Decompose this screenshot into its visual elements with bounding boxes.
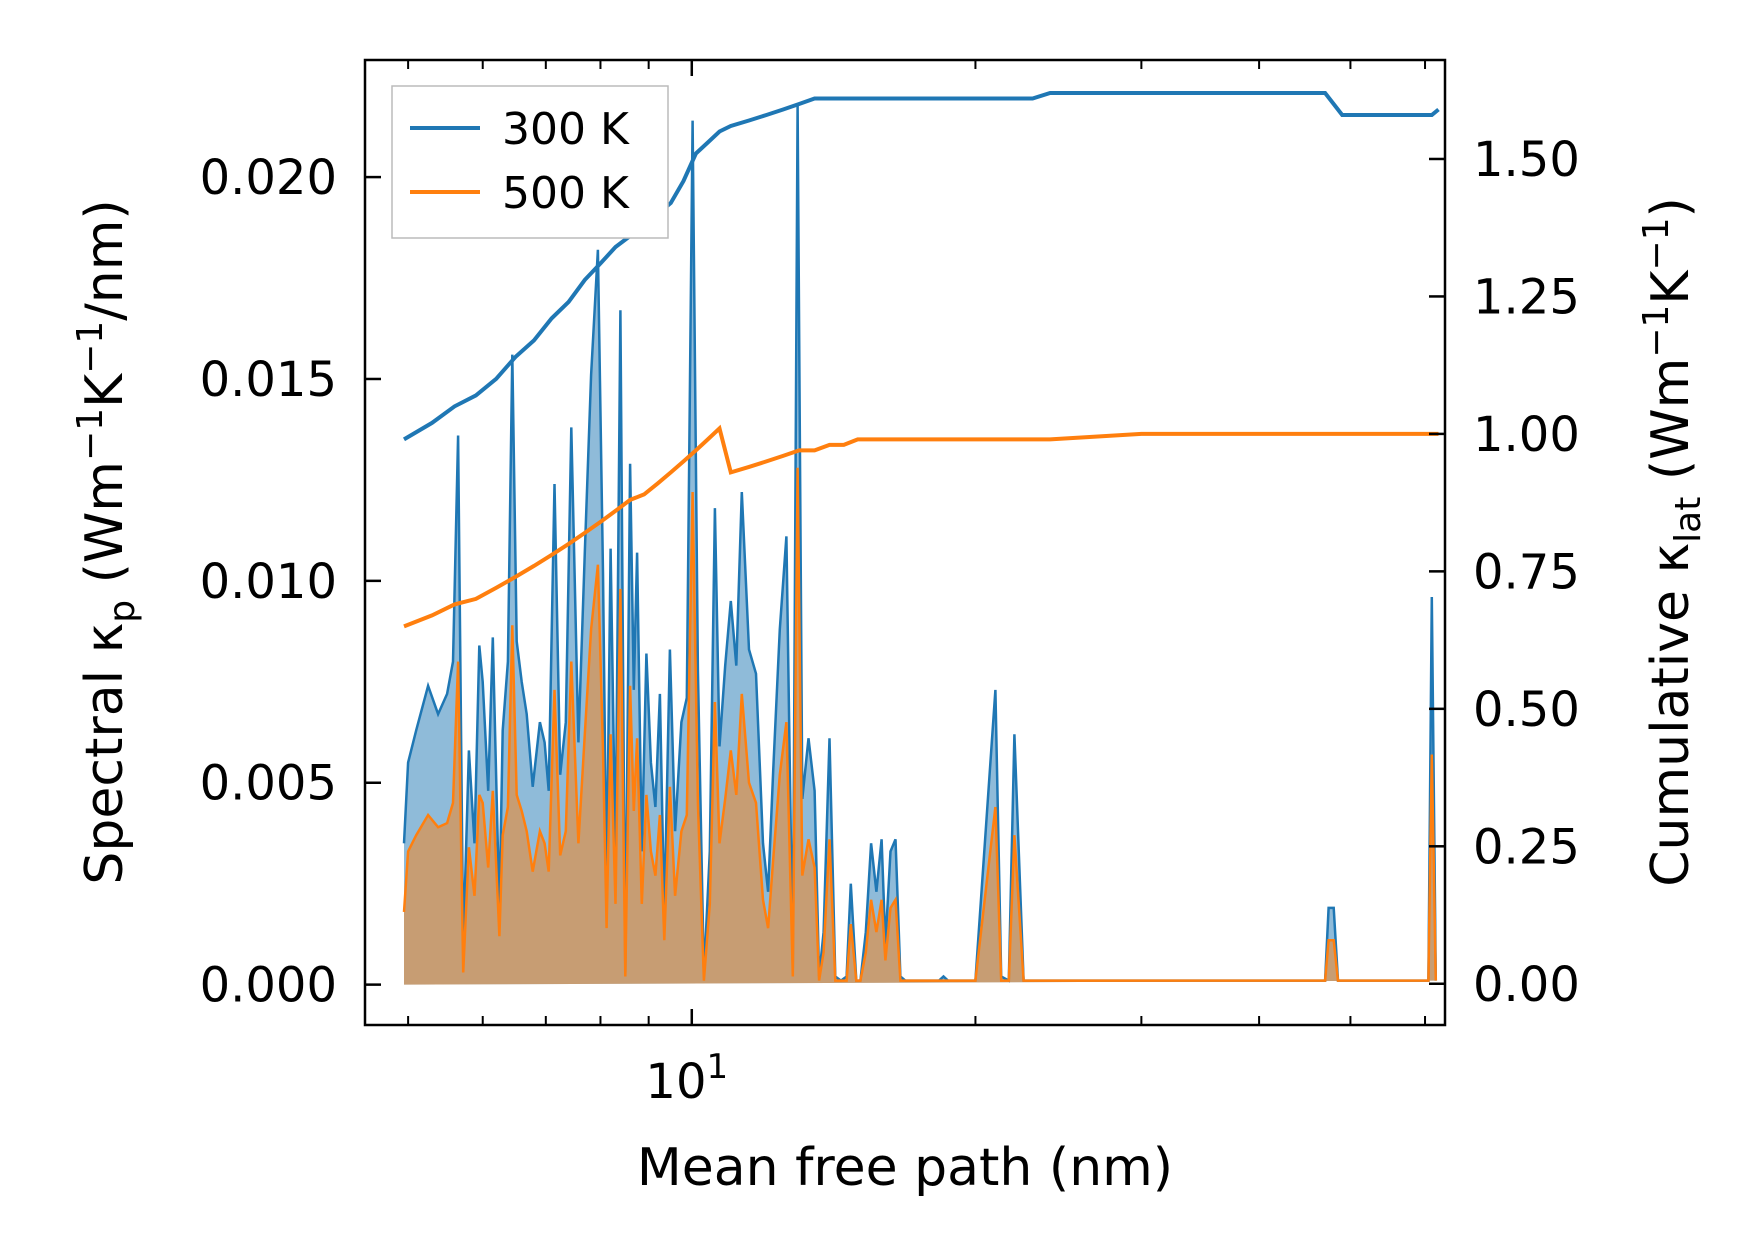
left-label-pre: Spectral κ (75, 623, 135, 885)
cumulative-300k-line (402, 91, 1440, 442)
left-label-sub: p (102, 600, 143, 623)
left-tick-label: 0.010 (200, 554, 337, 610)
axis-ticks: 0.000 0.005 0.010 0.015 0.020 0.00 0.25 0.50 0.7… (200, 60, 1580, 1110)
left-label-mid: (Wm (75, 461, 135, 600)
right-label-k: K (1641, 269, 1701, 305)
left-label-post: /nm) (75, 199, 135, 320)
right-tick-label: 0.75 (1473, 544, 1580, 600)
legend: 300 K 500 K (391, 85, 669, 239)
left-label-sup1: −1 (70, 408, 111, 461)
left-label-sup2: −1 (70, 321, 111, 374)
x-axis-label: Mean free path (nm) (637, 1138, 1173, 1198)
right-tick-label: 1.00 (1473, 407, 1580, 463)
plot-frame (363, 58, 1447, 1027)
left-tick-label: 0.005 (200, 756, 337, 812)
spectral-fills (402, 104, 1438, 985)
spectral-500k-area (404, 467, 1436, 985)
right-tick-label: 0.25 (1473, 819, 1580, 875)
cumulative-lines (402, 91, 1440, 629)
left-tick-label: 0.015 (200, 352, 337, 408)
right-tick-label: 1.50 (1473, 132, 1580, 188)
legend-label-500k: 500 K (502, 168, 630, 219)
right-label-post: ) (1641, 197, 1701, 217)
left-tick-label: 0.020 (200, 150, 337, 206)
right-tick-label: 0.50 (1473, 682, 1580, 738)
cumulative-500k-line (403, 424, 1439, 629)
right-tick-label: 1.25 (1473, 269, 1580, 325)
x-tick-label: 101 (645, 1047, 728, 1110)
right-label-sup1: −1 (1636, 305, 1677, 358)
right-tick-label: 0.00 (1473, 957, 1580, 1013)
right-label-pre: Cumulative κ (1641, 543, 1701, 887)
legend-label-300k: 300 K (502, 104, 630, 155)
right-label-mid: (Wm (1641, 358, 1701, 497)
legend-box (391, 85, 669, 239)
left-axis-label: Spectral κp (Wm−1K−1/nm) (70, 199, 143, 884)
right-axis-label: Cumulative κlat (Wm−1K−1) (1636, 197, 1709, 887)
left-tick-label: 0.000 (200, 958, 337, 1014)
spectral-500k-line (402, 467, 1438, 982)
right-label-sup2: −1 (1636, 217, 1677, 270)
left-label-k: K (75, 372, 135, 408)
right-label-sub: lat (1668, 497, 1709, 543)
